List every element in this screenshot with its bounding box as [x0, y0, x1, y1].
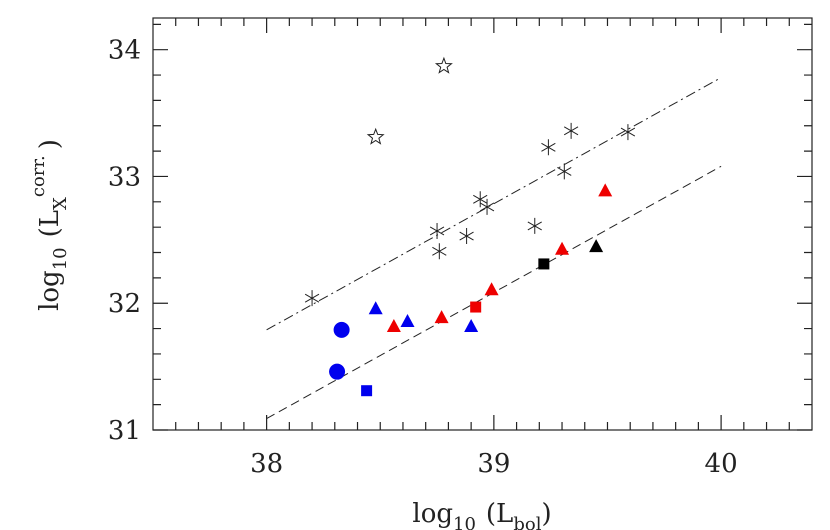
triangle-point: [368, 301, 383, 315]
asterisk-point: [304, 290, 320, 307]
y-label-part: (L: [35, 210, 65, 237]
square-point: [470, 301, 482, 313]
asterisk-point: [429, 222, 445, 239]
y-tick-label: 34: [108, 36, 141, 66]
asterisk-point: [541, 139, 556, 156]
star-point: [366, 127, 385, 145]
triangle-point: [555, 241, 570, 255]
triangle-point: [434, 310, 449, 324]
y-tick-label: 31: [108, 416, 141, 446]
asterisk-point: [479, 198, 495, 215]
star-point: [434, 56, 453, 74]
asterisk-point: [432, 243, 447, 260]
y-label-part: corr.: [28, 155, 49, 197]
asterisk-point: [563, 122, 579, 139]
x-tick-label: 40: [705, 449, 738, 479]
square-point: [361, 385, 373, 397]
triangle-point: [386, 319, 401, 333]
x-label-part: ): [541, 499, 551, 529]
y-label-part: 10: [50, 247, 71, 270]
circle-point: [329, 363, 346, 380]
y-axis-label: log10 (LXcorr.): [28, 139, 71, 311]
plot-frame: [152, 17, 813, 431]
triangle-point: [464, 319, 479, 333]
asterisk-point: [473, 191, 488, 208]
fit-line: [266, 77, 722, 331]
y-label-part: X: [50, 197, 71, 210]
square-point: [538, 258, 550, 270]
asterisk-point: [459, 228, 474, 245]
y-tick-label: 32: [108, 289, 141, 319]
triangle-point: [484, 282, 499, 296]
asterisk-point: [557, 163, 572, 180]
x-tick-label: 39: [477, 449, 510, 479]
y-label-part: ): [35, 139, 65, 149]
x-label-part: log: [412, 499, 453, 529]
y-tick-label: 33: [108, 162, 141, 192]
y-label-part: log: [35, 270, 65, 311]
x-tick-label: 38: [250, 449, 283, 479]
triangle-point: [589, 239, 604, 253]
asterisk-point: [527, 217, 542, 234]
x-label-part: (L: [486, 499, 513, 529]
x-axis-label: log10 (Lbol): [412, 499, 551, 530]
asterisk-point: [620, 124, 636, 141]
triangle-point: [598, 183, 613, 197]
circle-point: [333, 321, 350, 338]
x-label-part: 10: [453, 514, 476, 530]
triangle-point: [400, 313, 415, 327]
x-label-part: bol: [513, 514, 541, 530]
